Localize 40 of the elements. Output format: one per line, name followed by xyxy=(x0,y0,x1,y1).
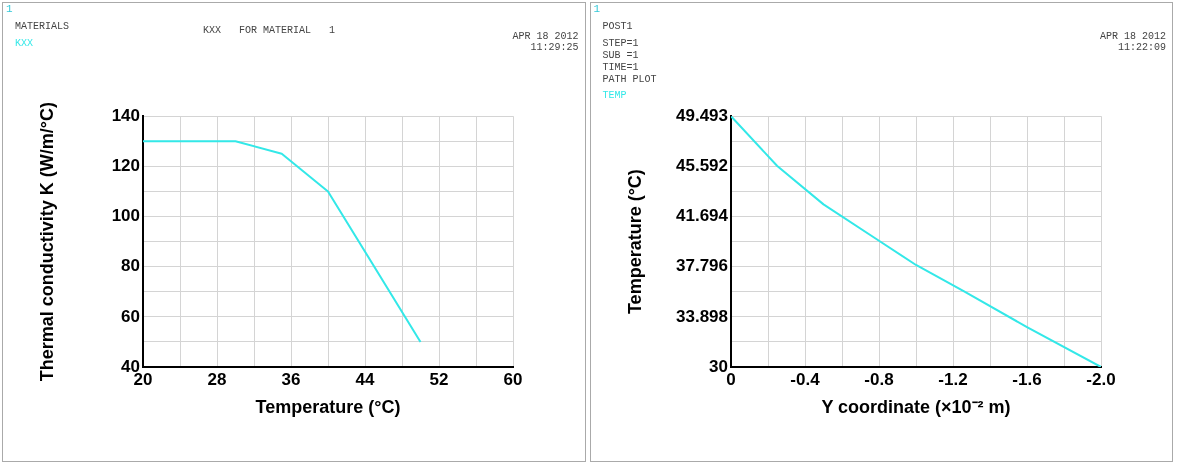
text: 1 xyxy=(6,3,13,15)
text: STEP=1 xyxy=(602,38,640,50)
x-tick-label: -1.2 xyxy=(937,369,968,389)
x-tick-label: -2.0 xyxy=(1085,369,1116,389)
x-tick-label: -1.6 xyxy=(1011,369,1042,389)
y-tick-label: 30 xyxy=(708,356,728,376)
text: KXX xyxy=(15,38,34,50)
text: PATH PLOT xyxy=(602,74,657,86)
y-tick-label: 80 xyxy=(121,256,140,276)
y-tick-label: 140 xyxy=(111,105,140,125)
y-axis-title: Temperature (°C) xyxy=(624,169,645,315)
text: MATERIALS xyxy=(15,21,70,33)
text: TEMP xyxy=(602,90,628,102)
chart-title: KXX FOR MATERIAL 1 xyxy=(203,25,336,36)
x-tick-label: 44 xyxy=(355,369,375,389)
y-tick-label: 60 xyxy=(121,306,140,326)
text: APR 18 2012 xyxy=(1099,31,1166,42)
x-axis-title: Y coordinate (×10⁻² m) xyxy=(820,397,1011,418)
x-tick-label: 36 xyxy=(281,369,301,389)
y-axis-title: Thermal conductivity K (W/m/°C) xyxy=(36,101,57,382)
text: SUB =1 xyxy=(602,50,640,62)
text: TIME=1 xyxy=(602,62,640,74)
text: 11:22:09 xyxy=(1117,42,1166,53)
x-tick-label: -0.4 xyxy=(789,369,820,389)
y-tick-label: 45.592 xyxy=(675,156,728,176)
x-tick-label: 52 xyxy=(429,369,449,389)
x-tick-label: -0.8 xyxy=(863,369,894,389)
y-tick-label: 33.898 xyxy=(675,306,728,326)
text: APR 18 2012 xyxy=(512,31,579,42)
x-tick-label: 28 xyxy=(207,369,227,389)
y-tick-label: 120 xyxy=(111,156,140,176)
y-tick-label: 41.694 xyxy=(675,206,729,226)
y-tick-label: 100 xyxy=(111,206,140,226)
text: 11:29:25 xyxy=(529,42,579,53)
text: POST1 xyxy=(602,21,634,33)
y-tick-label: 37.796 xyxy=(675,256,728,276)
x-tick-label: 60 xyxy=(503,369,523,389)
text: 1 xyxy=(593,3,601,15)
x-axis-title: Temperature (°C) xyxy=(255,397,401,418)
y-tick-label: 49.493 xyxy=(675,105,728,125)
